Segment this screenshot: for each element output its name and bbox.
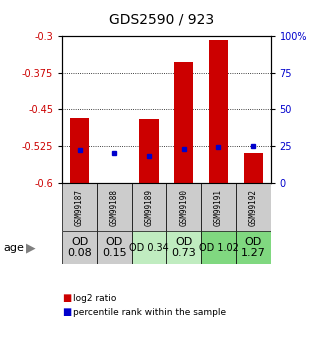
Text: OD 1.02: OD 1.02 <box>198 243 239 253</box>
Bar <box>166 231 201 264</box>
Text: OD
1.27: OD 1.27 <box>241 237 266 258</box>
Text: OD
0.73: OD 0.73 <box>171 237 196 258</box>
Text: log2 ratio: log2 ratio <box>73 294 116 303</box>
Text: GSM99192: GSM99192 <box>249 188 258 226</box>
Text: OD 0.34: OD 0.34 <box>129 243 169 253</box>
Text: OD
0.08: OD 0.08 <box>67 237 92 258</box>
Text: ■: ■ <box>62 294 72 303</box>
Bar <box>236 231 271 264</box>
Text: ▶: ▶ <box>26 241 36 254</box>
Bar <box>236 183 271 231</box>
Bar <box>132 231 166 264</box>
Bar <box>70 118 89 183</box>
Text: GSM99191: GSM99191 <box>214 188 223 226</box>
Text: GDS2590 / 923: GDS2590 / 923 <box>109 12 214 26</box>
Text: GSM99188: GSM99188 <box>110 188 119 226</box>
Bar <box>201 183 236 231</box>
Bar <box>132 183 166 231</box>
Bar <box>166 183 201 231</box>
Bar <box>62 231 97 264</box>
Bar <box>139 119 159 183</box>
Bar <box>201 231 236 264</box>
Text: GSM99189: GSM99189 <box>145 188 154 226</box>
Text: ■: ■ <box>62 307 72 317</box>
Bar <box>174 62 193 183</box>
Bar <box>244 153 263 183</box>
Bar <box>62 183 97 231</box>
Text: OD
0.15: OD 0.15 <box>102 237 127 258</box>
Bar <box>97 231 132 264</box>
Text: GSM99190: GSM99190 <box>179 188 188 226</box>
Bar <box>97 183 132 231</box>
Bar <box>209 40 228 183</box>
Text: percentile rank within the sample: percentile rank within the sample <box>73 308 226 317</box>
Text: GSM99187: GSM99187 <box>75 188 84 226</box>
Text: age: age <box>3 243 24 253</box>
